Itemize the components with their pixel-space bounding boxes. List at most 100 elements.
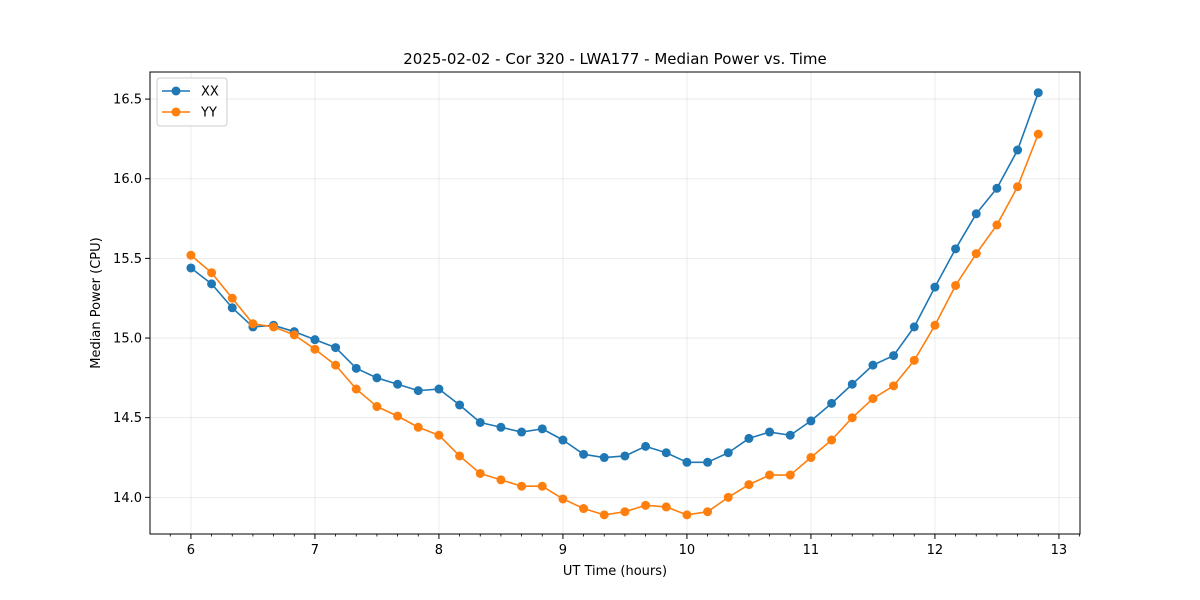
data-point-yy xyxy=(1013,182,1023,192)
data-point-yy xyxy=(785,470,795,480)
data-point-yy xyxy=(331,360,341,370)
data-point-yy xyxy=(909,355,919,365)
x-tick-label: 12 xyxy=(927,543,944,558)
data-point-xx xyxy=(599,453,609,463)
data-point-xx xyxy=(1013,145,1023,155)
x-tick-label: 7 xyxy=(311,543,319,558)
data-point-yy xyxy=(351,384,361,394)
y-axis-label: Median Power (CPU) xyxy=(89,237,104,368)
data-point-yy xyxy=(930,320,940,330)
data-point-yy xyxy=(827,435,837,445)
x-tick-label: 13 xyxy=(1051,543,1068,558)
y-tick-label: 15.5 xyxy=(113,252,142,267)
data-point-xx xyxy=(227,303,237,313)
data-point-xx xyxy=(661,448,671,458)
series-yy xyxy=(186,129,1043,520)
legend-label: YY xyxy=(200,106,217,121)
data-point-yy xyxy=(847,413,857,423)
data-point-xx xyxy=(413,386,423,396)
data-point-xx xyxy=(351,363,361,373)
chart-title: 2025-02-02 - Cor 320 - LWA177 - Median P… xyxy=(403,50,827,68)
data-point-yy xyxy=(1033,129,1043,139)
data-point-yy xyxy=(992,220,1002,230)
grid-lines xyxy=(150,72,1080,534)
data-point-yy xyxy=(310,344,320,354)
data-point-xx xyxy=(207,279,217,289)
x-axis-ticks: 6 7 8 9 10 11 12 13 xyxy=(169,534,1080,558)
data-point-xx xyxy=(703,457,713,467)
y-tick-label: 14.5 xyxy=(113,411,142,426)
legend-entry-xx: XX xyxy=(162,85,219,100)
data-point-yy xyxy=(413,422,423,432)
data-point-xx xyxy=(186,263,196,273)
data-point-xx xyxy=(1033,88,1043,98)
x-tick-label: 11 xyxy=(803,543,820,558)
data-point-xx xyxy=(785,430,795,440)
legend: XX YY xyxy=(156,77,228,127)
data-point-yy xyxy=(558,494,568,504)
data-point-xx xyxy=(682,457,692,467)
data-point-yy xyxy=(723,492,733,502)
data-point-xx xyxy=(951,244,961,254)
data-point-yy xyxy=(517,481,527,491)
data-point-yy xyxy=(207,268,217,278)
data-point-yy xyxy=(703,507,713,517)
legend-label: XX xyxy=(201,85,219,100)
data-point-xx xyxy=(909,322,919,332)
data-point-yy xyxy=(269,322,279,332)
data-point-yy xyxy=(744,480,754,490)
data-point-xx xyxy=(930,282,940,292)
data-point-xx xyxy=(744,433,754,443)
data-point-yy xyxy=(248,319,258,329)
x-axis-label: UT Time (hours) xyxy=(563,564,667,579)
data-point-xx xyxy=(847,379,857,389)
data-point-yy xyxy=(393,411,403,421)
legend-marker xyxy=(171,86,181,96)
x-tick-label: 8 xyxy=(435,543,443,558)
data-point-xx xyxy=(723,448,733,458)
data-point-yy xyxy=(765,470,775,480)
x-tick-label: 9 xyxy=(559,543,567,558)
y-axis-ticks: 14.0 14.5 15.0 15.5 16.0 16.5 xyxy=(113,93,150,506)
data-point-yy xyxy=(186,250,196,260)
data-point-yy xyxy=(289,330,299,340)
y-tick-label: 14.0 xyxy=(113,491,142,506)
data-point-xx xyxy=(641,441,651,451)
data-point-yy xyxy=(496,475,506,485)
data-point-yy xyxy=(682,510,692,520)
data-point-yy xyxy=(579,504,589,514)
data-point-yy xyxy=(951,280,961,290)
data-point-yy xyxy=(641,500,651,510)
data-point-yy xyxy=(434,430,444,440)
x-tick-label: 10 xyxy=(679,543,696,558)
data-point-yy xyxy=(806,453,816,463)
data-point-yy xyxy=(475,468,485,478)
legend-marker xyxy=(171,107,181,117)
data-point-xx xyxy=(517,427,527,437)
data-point-xx xyxy=(868,360,878,370)
data-point-xx xyxy=(496,422,506,432)
data-point-xx xyxy=(971,209,981,219)
data-point-xx xyxy=(827,398,837,408)
data-point-xx xyxy=(434,384,444,394)
y-tick-label: 15.0 xyxy=(113,332,142,347)
plot-frame xyxy=(149,71,1081,535)
series-xx xyxy=(186,88,1043,467)
data-point-xx xyxy=(579,449,589,459)
y-tick-label: 16.0 xyxy=(113,172,142,187)
data-point-xx xyxy=(889,351,899,361)
data-point-yy xyxy=(537,481,547,491)
data-point-xx xyxy=(765,427,775,437)
legend-entries: XX YY xyxy=(162,85,219,121)
data-point-yy xyxy=(455,451,465,461)
data-point-yy xyxy=(971,249,981,259)
data-point-xx xyxy=(558,435,568,445)
data-point-xx xyxy=(310,335,320,345)
data-point-xx xyxy=(372,373,382,383)
x-tick-label: 6 xyxy=(187,543,195,558)
legend-entry-yy: YY xyxy=(162,106,217,121)
data-point-xx xyxy=(331,343,341,353)
data-point-yy xyxy=(599,510,609,520)
data-point-yy xyxy=(227,293,237,303)
data-point-yy xyxy=(620,507,630,517)
